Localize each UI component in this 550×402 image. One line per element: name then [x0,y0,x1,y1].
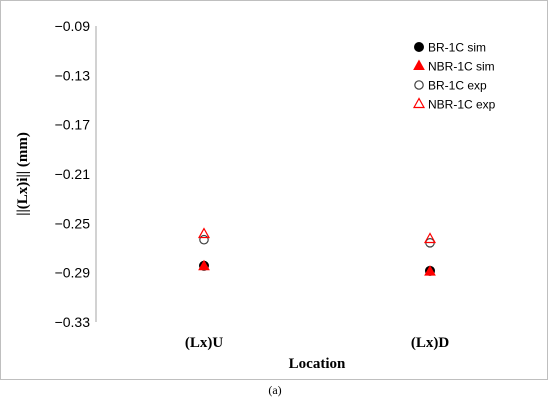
y-tick-label: −0.25 [55,215,91,231]
y-axis-title: ||(Lx)i|| (mm) [15,132,31,216]
legend: BR-1C sim NBR-1C sim BR-1C exp NBR-1C exp [412,41,496,112]
legend-label: NBR-1C sim [428,60,495,74]
data-point [197,227,211,239]
y-tick-label: −0.13 [55,67,91,83]
legend-marker [413,59,425,70]
x-axis-title: Location [289,356,346,372]
y-tick-label: −0.33 [55,314,91,330]
y-tick-label: −0.21 [55,166,91,182]
y-tick-label: −0.17 [55,117,91,133]
legend-label: BR-1C exp [428,79,487,93]
legend-marker [414,80,424,90]
chart-frame [0,0,548,380]
data-point [199,234,209,245]
data-point [198,259,210,271]
legend-marker [414,42,424,52]
y-tick-label: −0.09 [55,18,91,34]
legend-label: NBR-1C exp [428,98,496,112]
figure-caption: (a) [268,383,282,397]
legend-label: BR-1C sim [428,41,486,55]
y-tick-labels: −0.09 −0.13 −0.17 −0.21 −0.25 −0.29 −0.33 [55,18,91,330]
data-point [423,232,437,244]
x-category-label: (Lx)U [185,335,223,351]
scatter-chart: −0.09 −0.13 −0.17 −0.21 −0.25 −0.29 −0.33 (Lx)… [15,18,496,372]
x-category-labels: (Lx)U (Lx)D [185,335,449,351]
x-category-label: (Lx)D [411,335,449,351]
data-point [424,265,436,276]
data-points [197,227,437,276]
legend-marker [412,97,426,109]
y-tick-label: −0.29 [55,265,91,281]
